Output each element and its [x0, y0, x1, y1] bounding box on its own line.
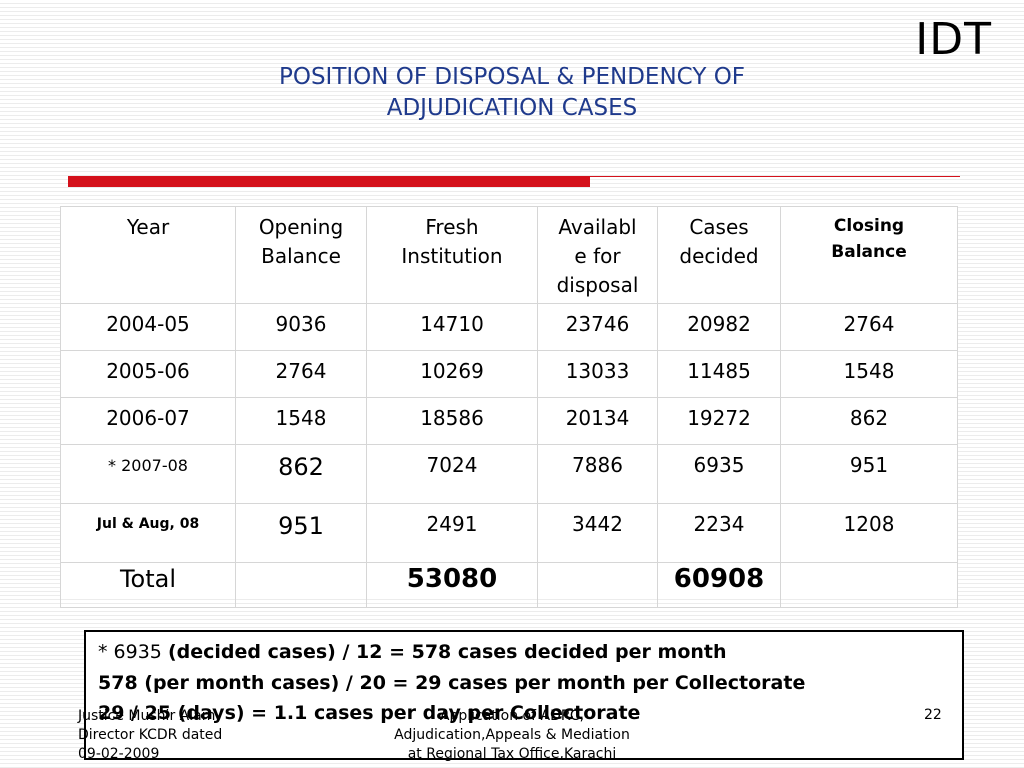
footer-author-line-3: 09-02-2009	[78, 746, 160, 762]
corner-label: IDT	[915, 14, 992, 65]
calculation-note-box: * 6935 (decided cases) / 12 = 578 cases …	[84, 630, 964, 760]
header-closing-balance: Closing Balance	[780, 206, 958, 304]
footer-author: Justice Mushir Alam Director KCDR dated …	[78, 707, 222, 764]
total-fresh: 53080	[366, 562, 538, 608]
note-line-1-prefix: * 6935	[98, 641, 168, 663]
note-line-1: * 6935 (decided cases) / 12 = 578 cases …	[98, 637, 727, 668]
table-header-row: Year Opening Balance Fresh Institution Ava…	[60, 206, 958, 304]
cases-table: Year Opening Balance Fresh Institution Ava…	[60, 206, 958, 608]
total-closing-empty	[780, 562, 958, 608]
title-line-1: POSITION OF DISPOSAL & PENDENCY OF	[278, 64, 746, 90]
cell-available: 23746	[537, 303, 658, 351]
cell-closing: 2764	[780, 303, 958, 351]
total-opening-empty	[235, 562, 367, 608]
cell-fresh: 2491	[366, 503, 538, 563]
footer-author-line-1: Justice Mushir Alam	[78, 708, 216, 724]
page-number: 22	[924, 707, 942, 723]
cell-year: 2005-06	[60, 350, 236, 398]
cell-decided: 6935	[657, 444, 781, 504]
cell-opening: 1548	[235, 397, 367, 445]
header-opening-balance: Opening Balance	[235, 206, 367, 304]
cell-opening: 862	[235, 444, 367, 504]
note-line-3: 29 / 25 (days) = 1.1 cases per day per C…	[98, 702, 641, 724]
cell-opening: 951	[235, 503, 367, 563]
accent-bar	[68, 176, 590, 187]
total-label: Total	[60, 562, 236, 608]
cell-available: 3442	[537, 503, 658, 563]
cell-available: 13033	[537, 350, 658, 398]
cell-year: Jul & Aug, 08	[60, 503, 236, 563]
cell-year: 2004-05	[60, 303, 236, 351]
cell-opening: 2764	[235, 350, 367, 398]
note-line-2: 578 (per month cases) / 20 = 29 cases pe…	[98, 672, 806, 694]
table-total-row: Total 53080 60908	[60, 562, 958, 608]
table-row: Jul & Aug, 08 951 2491 3442 2234 1208	[60, 503, 958, 563]
cell-closing: 862	[780, 397, 958, 445]
header-year: Year	[60, 206, 236, 304]
cell-decided: 20982	[657, 303, 781, 351]
slide-title: POSITION OF DISPOSAL & PENDENCY OF ADJUD…	[200, 62, 824, 124]
footer-topic-line-3: at Regional Tax Office,Karachi	[407, 746, 617, 762]
footer-topic-line-2: Adjudication,Appeals & Mediation	[394, 727, 630, 743]
table-row: 2005-06 2764 10269 13033 11485 1548	[60, 350, 958, 398]
accent-line	[590, 176, 960, 177]
header-available-for-disposal: Availabl e for disposal	[537, 206, 658, 304]
note-line-1-text: (decided cases) / 12 = 578 cases decided…	[167, 641, 727, 663]
cell-closing: 951	[780, 444, 958, 504]
total-decided: 60908	[657, 562, 781, 608]
total-available-empty	[537, 562, 658, 608]
cell-year: * 2007-08	[60, 444, 236, 504]
table-row: 2006-07 1548 18586 20134 19272 862	[60, 397, 958, 445]
cell-fresh: 18586	[366, 397, 538, 445]
cell-closing: 1548	[780, 350, 958, 398]
cell-decided: 11485	[657, 350, 781, 398]
cell-closing: 1208	[780, 503, 958, 563]
cell-available: 7886	[537, 444, 658, 504]
cell-fresh: 10269	[366, 350, 538, 398]
cell-decided: 2234	[657, 503, 781, 563]
cell-decided: 19272	[657, 397, 781, 445]
table-row: 2004-05 9036 14710 23746 20982 2764	[60, 303, 958, 351]
footer-author-line-2: Director KCDR dated	[78, 727, 223, 743]
cell-fresh: 14710	[366, 303, 538, 351]
cell-available: 20134	[537, 397, 658, 445]
header-cases-decided: Cases decided	[657, 206, 781, 304]
table-row: * 2007-08 862 7024 7886 6935 951	[60, 444, 958, 504]
cell-opening: 9036	[235, 303, 367, 351]
title-line-2: ADJUDICATION CASES	[386, 95, 638, 121]
cell-year: 2006-07	[60, 397, 236, 445]
footer-topic-line-1: Application of ADRC,	[439, 708, 585, 724]
footer-topic: Application of ADRC, Adjudication,Appeal…	[352, 707, 672, 764]
header-fresh-institution: Fresh Institution	[366, 206, 538, 304]
cell-fresh: 7024	[366, 444, 538, 504]
